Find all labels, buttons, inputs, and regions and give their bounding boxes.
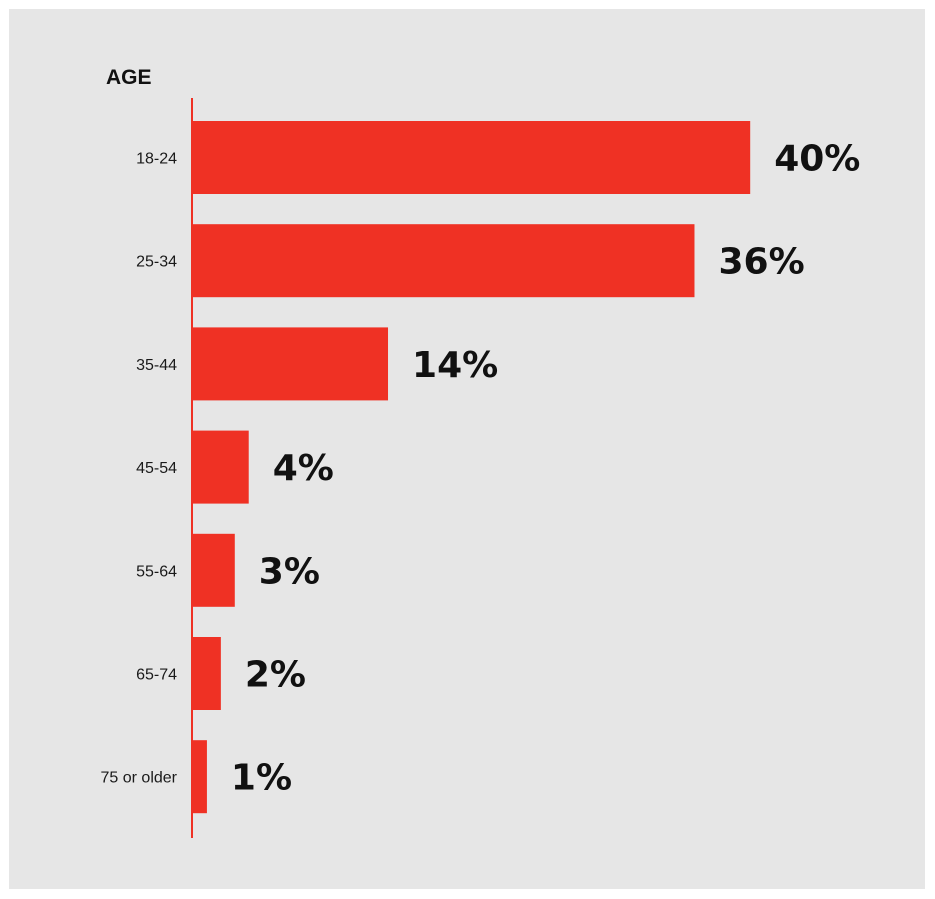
value-label-1: 36%	[718, 242, 804, 283]
bar-3	[193, 430, 249, 504]
category-label-6: 75 or older	[101, 770, 178, 787]
bar-6	[193, 740, 207, 814]
category-label-3: 45-54	[136, 460, 177, 477]
value-label-0: 40%	[774, 139, 860, 180]
bar-5	[193, 637, 221, 710]
chart-title: AGE	[106, 66, 152, 89]
value-label-2: 14%	[412, 345, 498, 386]
category-label-0: 18-24	[136, 151, 177, 168]
category-label-1: 25-34	[136, 254, 177, 271]
value-label-5: 2%	[245, 655, 306, 696]
value-label-4: 3%	[259, 551, 320, 592]
bar-1	[193, 224, 695, 298]
bar-4	[193, 533, 235, 607]
bars-group: 18-24 40% 25-34 36% 35-44 14% 45-54 4% 55-64 3% 65…	[101, 121, 860, 814]
age-bar-chart: AGE 18-24 40% 25-34 36% 35-44 14% 45-54 4% 55-64…	[101, 66, 860, 838]
value-label-3: 4%	[273, 448, 334, 489]
chart-panel: AGE 18-24 40% 25-34 36% 35-44 14% 45-54 4% 55-64…	[9, 9, 925, 889]
value-label-6: 1%	[231, 758, 292, 799]
category-label-5: 65-74	[136, 667, 177, 684]
bar-2	[193, 327, 389, 401]
category-label-2: 35-44	[136, 357, 177, 374]
bar-0	[193, 121, 751, 194]
category-label-4: 55-64	[136, 563, 177, 580]
